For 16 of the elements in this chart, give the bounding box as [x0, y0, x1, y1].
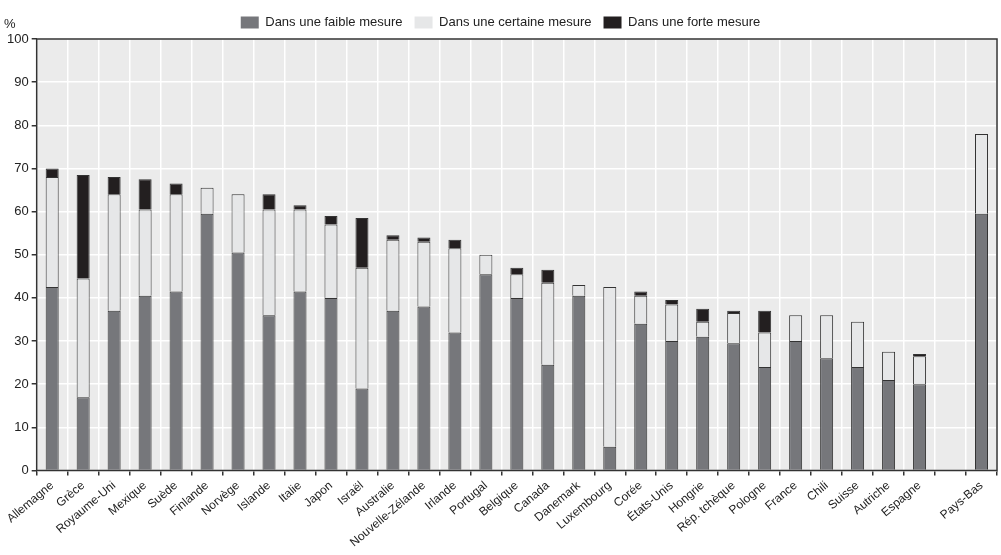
legend-label: Dans une forte mesure: [628, 14, 761, 30]
y-tick-label: 50: [14, 246, 29, 262]
y-tick-label: 40: [14, 289, 29, 305]
legend-label: Dans une certaine mesure: [439, 14, 592, 30]
y-tick-label: 0: [21, 462, 29, 478]
y-tick-label: 60: [14, 203, 29, 219]
legend-label: Dans une faible mesure: [265, 14, 403, 30]
y-tick-label: 10: [14, 418, 29, 434]
y-tick-label: 90: [14, 73, 29, 89]
x-tick-label: Italie: [275, 477, 305, 506]
y-tick-label: 30: [14, 332, 29, 348]
y-axis-title: %: [3, 16, 16, 32]
y-tick-label: 80: [14, 116, 29, 132]
y-tick-label: 100: [6, 30, 29, 46]
y-tick-label: 20: [14, 375, 29, 391]
y-tick-label: 70: [14, 160, 29, 176]
